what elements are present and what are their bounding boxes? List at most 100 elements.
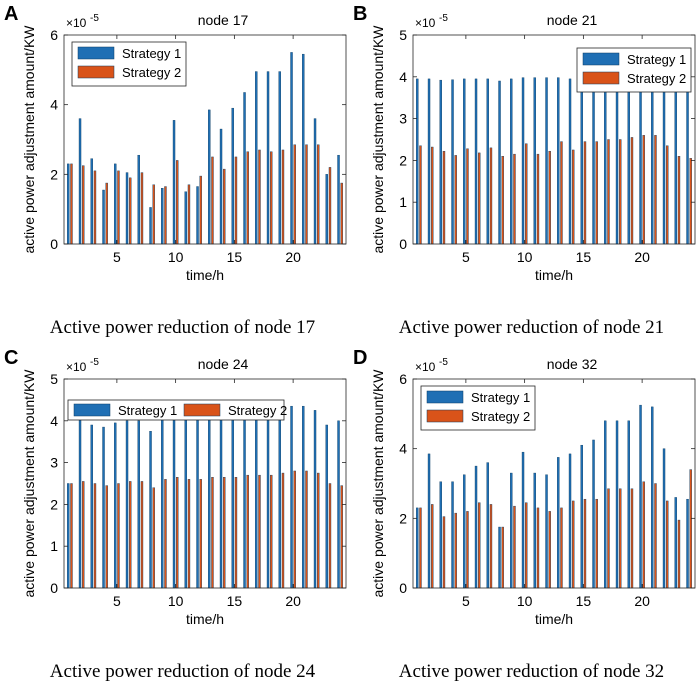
bar-strategy1-19 [627,78,630,245]
legend-swatch-strategy2 [183,403,221,417]
bar-strategy2-15 [583,498,587,589]
bar-strategy1-19 [278,71,281,245]
bar-strategy1-10 [521,451,525,589]
chart-panel-a: A 0 2 4 6 5 10 15 20 ×10 -5 node 17 time/h active pow… [0,0,349,344]
bar-strategy1-12 [196,418,199,589]
bar-strategy1-24 [686,79,689,245]
y-tick-label: 2 [50,166,58,182]
bar-strategy1-9 [161,416,164,589]
bar-strategy1-15 [580,444,583,589]
legend-swatch-strategy2 [582,71,620,85]
legend: Strategy 1 Strategy 2 [67,399,287,421]
bar-strategy1-7 [486,78,489,245]
bar-strategy2-22 [666,145,669,245]
bar-strategy2-5 [466,511,469,589]
bar-strategy2-18 [270,474,273,589]
bar-strategy2-21 [305,144,308,245]
panel-caption: Active power reduction of node 24 [50,661,316,682]
y-exponent-base: ×10 [415,16,436,30]
bar-strategy1-4 [451,79,454,245]
legend-swatch-strategy2 [426,409,464,423]
bar-strategy1-22 [662,78,666,245]
x-axis-label: time/h [186,611,224,627]
bar-strategy2-21 [305,470,308,589]
bar-strategy2-20 [642,135,645,245]
bar-strategy1-15 [231,408,234,589]
chart-svg: C 0 1 2 3 4 5 5 10 15 20 ×10 -5 node 24 time/h active p… [4,347,347,682]
axes-box [63,34,347,245]
bar-strategy2-19 [281,472,285,589]
legend-swatch-strategy1 [73,403,111,417]
bar-strategy2-19 [630,137,634,245]
bar-strategy1-8 [149,207,152,245]
bar-strategy2-7 [140,172,144,245]
y-tick-label: 0 [50,236,58,252]
bar-strategy1-15 [580,78,583,245]
bar-strategy1-9 [510,78,513,245]
y-tick-label: 4 [399,69,407,85]
bar-strategy1-14 [568,78,572,245]
bar-strategy1-11 [184,416,187,589]
bar-strategy1-13 [557,457,560,589]
bar-strategy1-7 [486,462,489,589]
bar-strategy2-4 [105,182,108,245]
bar-strategy1-15 [231,107,234,245]
legend: Strategy 1 Strategy 2 [71,41,187,87]
bar-strategy1-11 [533,472,536,589]
bar-strategy2-22 [666,500,669,589]
bar-strategy1-12 [545,77,548,245]
bar-strategy2-7 [489,147,493,245]
bar-strategy1-6 [125,172,129,245]
bar-strategy2-2 [82,165,85,245]
bar-strategy1-17 [255,71,258,245]
y-tick-label: 2 [399,510,407,526]
bar-strategy2-17 [258,474,261,589]
bar-strategy2-16 [246,151,249,245]
axes-box [412,378,696,589]
panel-label: C [4,347,18,369]
x-axis-label: time/h [186,267,224,283]
bar-strategy1-1 [67,163,70,245]
x-tick-label: 15 [576,249,592,265]
bar-strategy2-2 [431,146,434,245]
bar-strategy2-22 [317,144,320,245]
y-tick-label: 0 [399,236,407,252]
chart-title: node 32 [547,356,598,372]
bar-strategy1-2 [78,118,82,245]
bar-strategy2-5 [117,170,120,245]
bar-strategy2-8 [152,487,155,589]
bar-strategy2-20 [642,481,645,589]
y-tick-label: 5 [399,27,407,43]
bar-strategy1-1 [67,483,70,589]
bar-strategy2-24 [340,182,343,245]
bar-strategy2-11 [536,153,540,245]
bar-strategy1-2 [427,78,431,245]
bar-strategy2-24 [689,469,692,589]
y-exponent-base: ×10 [415,360,436,374]
bar-strategy2-14 [223,168,226,245]
bar-strategy1-7 [137,154,140,245]
bar-strategy2-15 [583,141,587,245]
bar-strategy2-9 [164,479,167,589]
bar-strategy1-2 [427,453,431,589]
chart-svg: B 0 1 2 3 4 5 5 10 15 20 ×10 -5 node 21 time/h active p… [353,3,696,338]
y-exponent-base: ×10 [66,16,87,30]
y-tick-label: 4 [399,441,407,457]
bar-strategy2-4 [454,512,457,589]
bar-strategy2-23 [677,156,681,245]
bar-strategy2-20 [293,144,296,245]
y-exponent: -5 [439,13,448,24]
panel-label: B [353,3,367,25]
bar-strategy2-18 [619,488,622,589]
legend-swatch-strategy1 [582,52,620,66]
bar-strategy2-15 [234,156,238,245]
bar-strategy1-8 [498,526,501,589]
bar-strategy2-16 [246,474,249,589]
bar-strategy1-16 [592,439,595,589]
bar-strategy1-1 [416,78,419,245]
y-tick-label: 3 [50,455,58,471]
legend-box [67,399,285,421]
x-tick-label: 10 [517,249,533,265]
bar-strategy2-8 [152,184,155,245]
x-tick-label: 15 [227,249,243,265]
